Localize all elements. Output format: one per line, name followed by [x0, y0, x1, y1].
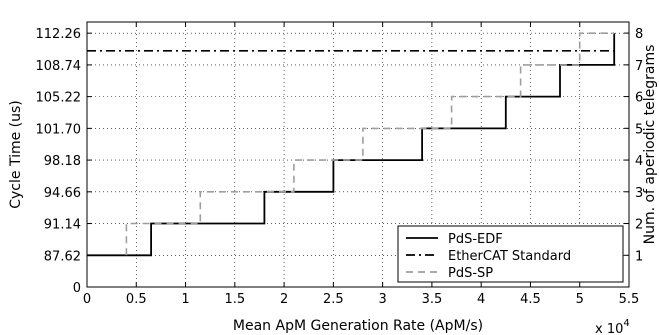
x-tick-label: 2.5 — [323, 292, 344, 307]
y-left-tick-label: 87.62 — [44, 249, 81, 264]
legend: PdS-EDF EtherCAT Standard PdS-SP — [397, 225, 624, 283]
legend-label: EtherCAT Standard — [448, 249, 571, 264]
legend-label: PdS-EDF — [448, 232, 503, 247]
x-axis-multiplier-exponent: 4 — [623, 318, 629, 329]
plot-frame — [86, 21, 630, 288]
x-axis-multiplier-base: x 10 — [595, 322, 623, 335]
y-right-tick-label: 5 — [635, 122, 643, 137]
x-tick-label: 2 — [280, 292, 288, 307]
y-right-tick-label: 3 — [635, 186, 643, 201]
series-layer — [87, 32, 616, 257]
x-axis-multiplier: x 104 — [595, 318, 630, 335]
x-tick-label: 4.5 — [520, 292, 541, 307]
series-line-pds-edf — [87, 33, 616, 257]
y-left-tick-label: 105.22 — [36, 91, 82, 106]
x-tick-label: 3 — [378, 292, 386, 307]
y-left-tick-label: 101.70 — [36, 122, 82, 137]
y-left-tick-label: 112.26 — [36, 27, 82, 42]
series-line-pds-sp — [125, 32, 615, 256]
y-axis-left-label: Cycle Time (us) — [8, 100, 24, 209]
x-tick-label: 0.5 — [126, 292, 147, 307]
y-left-tick-label: 91.14 — [44, 218, 81, 233]
y-left-tick-label: 98.18 — [44, 154, 81, 169]
ticks-layer: 0 0.5 1 1.5 2 2.5 3 3.5 4 4.5 5 5.5 0 87.62 91.14 94.66… — [36, 22, 643, 307]
x-tick-label: 0 — [83, 292, 91, 307]
y-right-tick-label: 8 — [635, 27, 643, 42]
x-tick-label: 5.5 — [619, 292, 640, 307]
x-tick-label: 1.5 — [224, 292, 245, 307]
y-left-tick-label: 94.66 — [44, 186, 81, 201]
y-right-tick-label: 2 — [635, 218, 643, 233]
y-left-tick-label: 108.74 — [36, 59, 82, 74]
y-right-tick-label: 7 — [635, 59, 643, 74]
y-axis-right-label: Num. of aperiodic telegrams — [642, 45, 658, 245]
legend-label: PdS-SP — [448, 266, 493, 281]
x-tick-label: 1 — [181, 292, 189, 307]
y-left-tick-label: 0 — [73, 281, 81, 296]
x-tick-label: 4 — [477, 292, 485, 307]
y-right-tick-label: 4 — [635, 154, 643, 169]
x-tick-label: 5 — [576, 292, 584, 307]
y-right-tick-label: 6 — [635, 91, 643, 106]
x-axis-label: Mean ApM Generation Rate (ApM/s) — [233, 318, 483, 334]
y-right-tick-label: 1 — [635, 249, 643, 264]
x-tick-label: 3.5 — [422, 292, 443, 307]
